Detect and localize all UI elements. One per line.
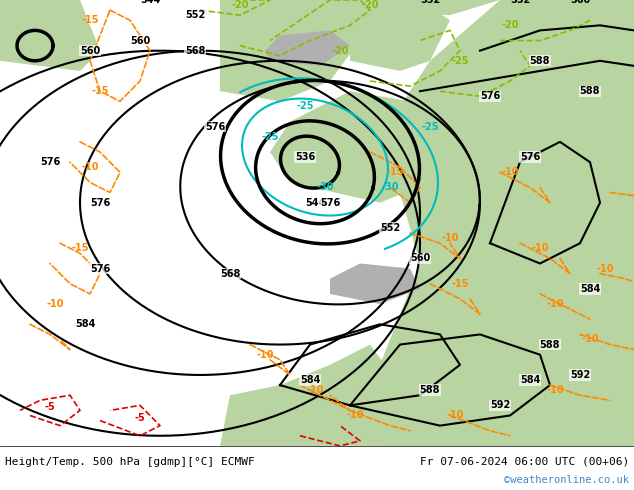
Text: -15: -15 — [81, 15, 99, 25]
Text: 552: 552 — [380, 223, 400, 233]
Text: -10: -10 — [46, 299, 64, 309]
Text: -15: -15 — [386, 167, 404, 177]
Text: 588: 588 — [540, 340, 560, 349]
Text: -20: -20 — [331, 46, 349, 56]
Text: -10: -10 — [256, 350, 274, 360]
Text: -5: -5 — [134, 413, 145, 422]
Text: -10: -10 — [547, 385, 564, 395]
Text: -20: -20 — [361, 0, 378, 10]
Text: 576: 576 — [520, 152, 540, 162]
Text: -15: -15 — [91, 86, 109, 96]
Text: Height/Temp. 500 hPa [gdmp][°C] ECMWF: Height/Temp. 500 hPa [gdmp][°C] ECMWF — [5, 457, 255, 467]
Text: -30: -30 — [316, 182, 333, 193]
Text: -15: -15 — [451, 279, 469, 289]
Text: 560: 560 — [410, 253, 430, 264]
Text: -10: -10 — [501, 167, 519, 177]
Text: -10: -10 — [441, 233, 459, 243]
Text: 544: 544 — [305, 197, 325, 208]
Text: 568: 568 — [185, 46, 205, 56]
Text: -10: -10 — [346, 411, 364, 420]
Text: 544: 544 — [140, 0, 160, 5]
Text: 584: 584 — [300, 375, 320, 385]
Text: -25: -25 — [296, 101, 314, 111]
Text: 552: 552 — [420, 0, 440, 5]
Text: -10: -10 — [581, 335, 598, 344]
Text: 592: 592 — [490, 400, 510, 410]
Text: -20: -20 — [501, 21, 519, 30]
Text: -10: -10 — [306, 385, 324, 395]
Text: ©weatheronline.co.uk: ©weatheronline.co.uk — [504, 475, 629, 485]
Text: 592: 592 — [570, 370, 590, 380]
Text: -10: -10 — [531, 244, 549, 253]
Text: -25: -25 — [451, 56, 469, 66]
Text: 588: 588 — [530, 56, 550, 66]
Text: -5: -5 — [44, 402, 55, 413]
Text: 576: 576 — [480, 91, 500, 101]
Text: -25: -25 — [261, 132, 279, 142]
Text: 560: 560 — [570, 0, 590, 5]
Text: 560: 560 — [130, 36, 150, 46]
Text: -10: -10 — [596, 264, 614, 273]
Text: 552: 552 — [510, 0, 530, 5]
Text: 536: 536 — [295, 152, 315, 162]
Text: 576: 576 — [320, 197, 340, 208]
Text: 576: 576 — [90, 264, 110, 273]
Text: 576: 576 — [90, 197, 110, 208]
Text: -20: -20 — [231, 0, 249, 10]
Text: 584: 584 — [75, 319, 95, 329]
Text: 588: 588 — [579, 86, 600, 96]
Text: 584: 584 — [580, 284, 600, 294]
Text: 576: 576 — [205, 122, 225, 132]
Text: 560: 560 — [80, 46, 100, 56]
Text: -10: -10 — [81, 162, 99, 172]
Text: Fr 07-06-2024 06:00 UTC (00+06): Fr 07-06-2024 06:00 UTC (00+06) — [420, 457, 629, 467]
Text: 588: 588 — [420, 385, 440, 395]
Text: -10: -10 — [547, 299, 564, 309]
Text: -25: -25 — [421, 122, 439, 132]
Text: 576: 576 — [40, 157, 60, 167]
Text: 568: 568 — [220, 269, 240, 279]
Text: -10: -10 — [446, 411, 463, 420]
Text: 584: 584 — [520, 375, 540, 385]
Text: -15: -15 — [71, 244, 89, 253]
Text: 552: 552 — [185, 10, 205, 20]
Text: -30: -30 — [381, 182, 399, 193]
